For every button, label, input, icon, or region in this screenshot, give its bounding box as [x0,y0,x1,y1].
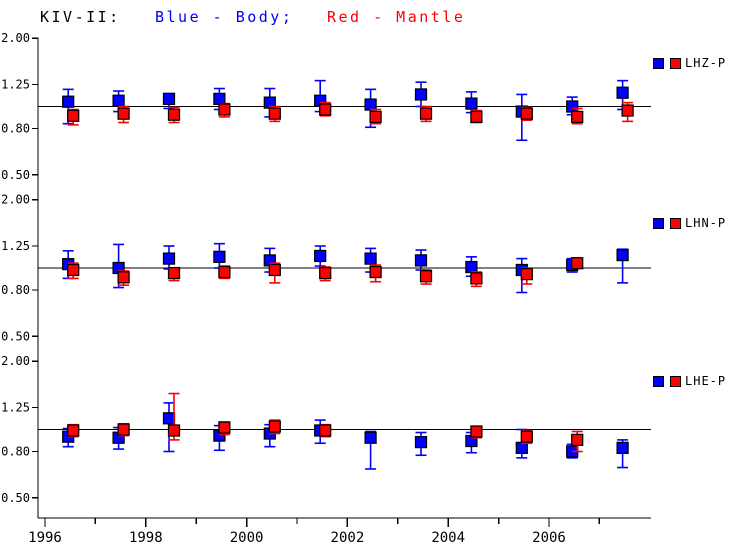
data-point-mantle [520,267,533,281]
data-point-mantle [369,265,382,279]
data-point-body [414,88,428,101]
data-point-body [414,435,428,449]
data-point-mantle [268,107,281,120]
data-point-mantle [470,110,483,124]
legend-label: LHZ-P [685,56,727,70]
data-point-body [465,260,478,274]
data-point-mantle [419,107,433,120]
data-point-mantle [167,424,181,437]
data-point-body [364,252,377,265]
data-point-body [465,97,478,110]
data-point-mantle [117,423,130,436]
data-point-mantle [117,107,130,120]
data-point-mantle [419,270,433,283]
x-tick-label: 2004 [431,530,465,546]
data-point-body [314,249,327,263]
body-swatch-icon [653,57,664,69]
mantle-swatch-icon [670,375,681,387]
y-tick-label: 2.00 [1,354,30,368]
data-point-mantle [268,263,281,277]
y-tick-label: 2.00 [1,193,30,207]
data-point-body [364,98,377,111]
y-tick-label: 0.80 [1,283,30,297]
data-point-mantle [67,109,80,122]
legend-label: LHN-P [685,216,727,230]
data-point-body [414,254,428,267]
data-point-mantle [520,107,533,120]
data-point-mantle [167,266,181,280]
data-point-mantle [218,265,231,279]
body-swatch-icon [653,217,664,229]
data-point-mantle [218,103,231,116]
body-swatch-icon [653,375,664,387]
data-point-body [162,92,176,106]
data-point-body [112,94,125,107]
legend-lhz-p: LHZ-P [653,56,727,70]
y-tick-label: 0.50 [1,329,30,343]
data-point-mantle [268,420,281,433]
data-point-mantle [369,110,382,124]
x-tick-label: 2006 [532,530,566,546]
y-tick-label: 0.80 [1,121,30,135]
data-point-body [616,248,629,262]
data-point-body [616,441,629,454]
x-tick-label: 2002 [331,530,365,546]
data-point-mantle [319,266,332,280]
data-point-body [616,86,629,99]
data-point-mantle [117,271,130,284]
data-point-mantle [218,421,231,434]
title-mantle-legend: Red - Mantle [327,8,466,26]
mantle-swatch-icon [670,217,681,229]
data-point-body [364,431,377,444]
data-point-mantle [571,433,584,447]
legend-lhe-p: LHE-P [653,374,727,388]
data-point-body [566,100,579,113]
y-tick-label: 0.80 [1,444,30,458]
data-point-mantle [571,110,584,124]
data-point-body [213,92,226,106]
data-point-body [162,252,176,265]
y-tick-label: 1.25 [1,401,30,415]
y-tick-label: 0.50 [1,168,30,182]
data-point-mantle [470,425,483,438]
data-point-mantle [319,103,332,116]
data-point-body [62,95,75,108]
data-point-body [213,250,226,263]
x-tick-label: 2000 [230,530,264,546]
data-point-mantle [571,257,584,270]
data-point-mantle [67,424,80,437]
mantle-swatch-icon [670,57,681,69]
legend-label: LHE-P [685,374,727,388]
y-tick-label: 1.25 [1,239,30,253]
data-point-mantle [470,272,483,285]
y-tick-label: 0.50 [1,491,30,505]
y-tick-label: 1.25 [1,78,30,92]
data-point-mantle [167,108,181,121]
station-title: KIV-II: [40,8,121,26]
y-tick-label: 2.00 [1,31,30,45]
title-body-legend: Blue - Body; [155,8,294,26]
data-point-mantle [621,104,634,117]
data-point-body [162,412,176,425]
data-point-mantle [67,263,80,277]
x-tick-label: 1996 [28,530,62,546]
data-point-mantle [520,430,533,443]
legend-lhn-p: LHN-P [653,216,727,230]
x-tick-label: 1998 [129,530,163,546]
data-point-mantle [319,424,332,437]
